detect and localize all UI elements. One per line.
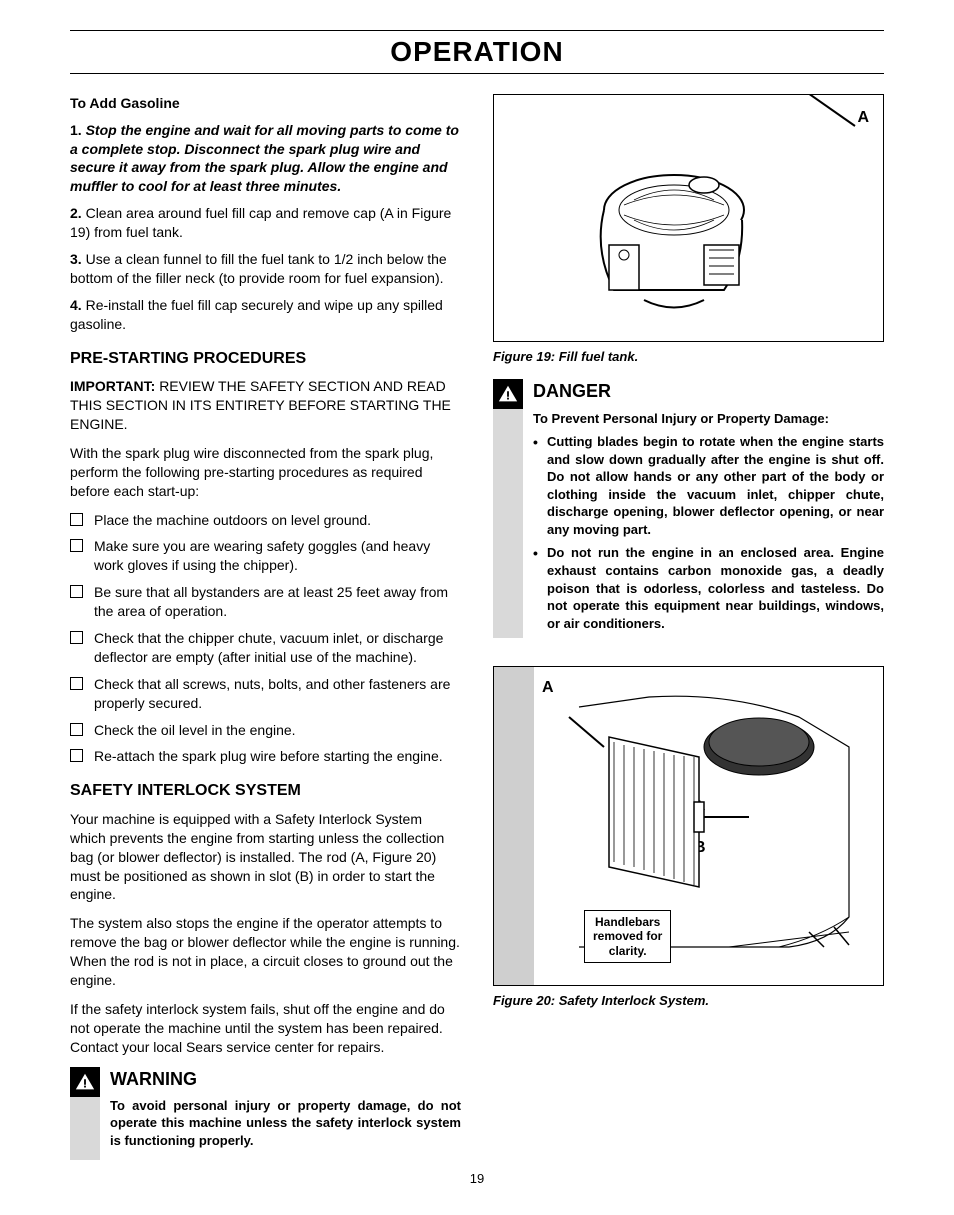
important-label: IMPORTANT:: [70, 378, 155, 394]
gasoline-heading: To Add Gasoline: [70, 94, 461, 113]
step-number: 1.: [70, 122, 82, 138]
figure-20: A B Handlebars removed for clarity.: [493, 666, 884, 986]
figure-19-callout-a: A: [857, 107, 869, 129]
warning-triangle-icon: [70, 1067, 100, 1097]
interlock-heading: SAFETY INTERLOCK SYSTEM: [70, 780, 461, 802]
warning-text: To avoid personal injury or property dam…: [110, 1097, 461, 1150]
danger-bullet: Do not run the engine in an enclosed are…: [533, 544, 884, 632]
two-column-layout: To Add Gasoline 1. Stop the engine and w…: [70, 94, 884, 1160]
danger-subtitle: To Prevent Personal Injury or Property D…: [533, 410, 884, 428]
checklist-item: Re-attach the spark plug wire before sta…: [70, 747, 461, 766]
danger-triangle-icon: [493, 379, 523, 409]
gasoline-step-1: 1. Stop the engine and wait for all movi…: [70, 121, 461, 197]
step-number: 4.: [70, 297, 82, 313]
figure-20-note: Handlebars removed for clarity.: [584, 910, 671, 963]
left-column: To Add Gasoline 1. Stop the engine and w…: [70, 94, 461, 1160]
warning-box: WARNING To avoid personal injury or prop…: [70, 1067, 461, 1160]
danger-box: DANGER To Prevent Personal Injury or Pro…: [493, 379, 884, 638]
prestart-heading: PRE-STARTING PROCEDURES: [70, 348, 461, 370]
step-text: Re-install the fuel fill cap securely an…: [70, 297, 443, 332]
right-column: A Figure 19: Fill fuel tank.: [493, 94, 884, 1160]
checklist-item: Check that the chipper chute, vacuum inl…: [70, 629, 461, 667]
step-text: Clean area around fuel fill cap and remo…: [70, 205, 451, 240]
figure-19-caption: Figure 19: Fill fuel tank.: [493, 348, 884, 366]
checklist-item: Check that all screws, nuts, bolts, and …: [70, 675, 461, 713]
step-text: Use a clean funnel to fill the fuel tank…: [70, 251, 447, 286]
prestart-intro: With the spark plug wire disconnected fr…: [70, 444, 461, 501]
checklist-item: Make sure you are wearing safety goggles…: [70, 537, 461, 575]
gasoline-step-2: 2. Clean area around fuel fill cap and r…: [70, 204, 461, 242]
engine-illustration: [554, 150, 754, 320]
warning-body: WARNING To avoid personal injury or prop…: [110, 1067, 461, 1160]
figure-19: A: [493, 94, 884, 342]
interlock-p1: Your machine is equipped with a Safety I…: [70, 810, 461, 904]
figure-20-caption: Figure 20: Safety Interlock System.: [493, 992, 884, 1010]
interlock-p3: If the safety interlock system fails, sh…: [70, 1000, 461, 1057]
page-number: 19: [70, 1170, 884, 1188]
checklist-item: Check the oil level in the engine.: [70, 721, 461, 740]
page-title: OPERATION: [70, 33, 884, 71]
danger-bullets: Cutting blades begin to rotate when the …: [533, 433, 884, 632]
warning-tab: [70, 1067, 100, 1160]
gasoline-step-3: 3. Use a clean funnel to fill the fuel t…: [70, 250, 461, 288]
page-title-bar: OPERATION: [70, 30, 884, 74]
figure-19-arrow: [797, 94, 855, 127]
warning-title: WARNING: [110, 1067, 461, 1091]
step-text: Stop the engine and wait for all moving …: [70, 122, 459, 195]
interlock-p2: The system also stops the engine if the …: [70, 914, 461, 990]
checklist-item: Be sure that all bystanders are at least…: [70, 583, 461, 621]
danger-bullet: Cutting blades begin to rotate when the …: [533, 433, 884, 538]
step-number: 2.: [70, 205, 82, 221]
prestart-checklist: Place the machine outdoors on level grou…: [70, 511, 461, 767]
figure-20-grey-strip: [494, 667, 534, 985]
prestart-important: IMPORTANT: REVIEW THE SAFETY SECTION AND…: [70, 377, 461, 434]
danger-title: DANGER: [533, 379, 884, 403]
figure-20-note-text: Handlebars removed for clarity.: [593, 915, 662, 958]
danger-tab: [493, 379, 523, 638]
danger-body: DANGER To Prevent Personal Injury or Pro…: [533, 379, 884, 638]
step-number: 3.: [70, 251, 82, 267]
checklist-item: Place the machine outdoors on level grou…: [70, 511, 461, 530]
gasoline-step-4: 4. Re-install the fuel fill cap securely…: [70, 296, 461, 334]
